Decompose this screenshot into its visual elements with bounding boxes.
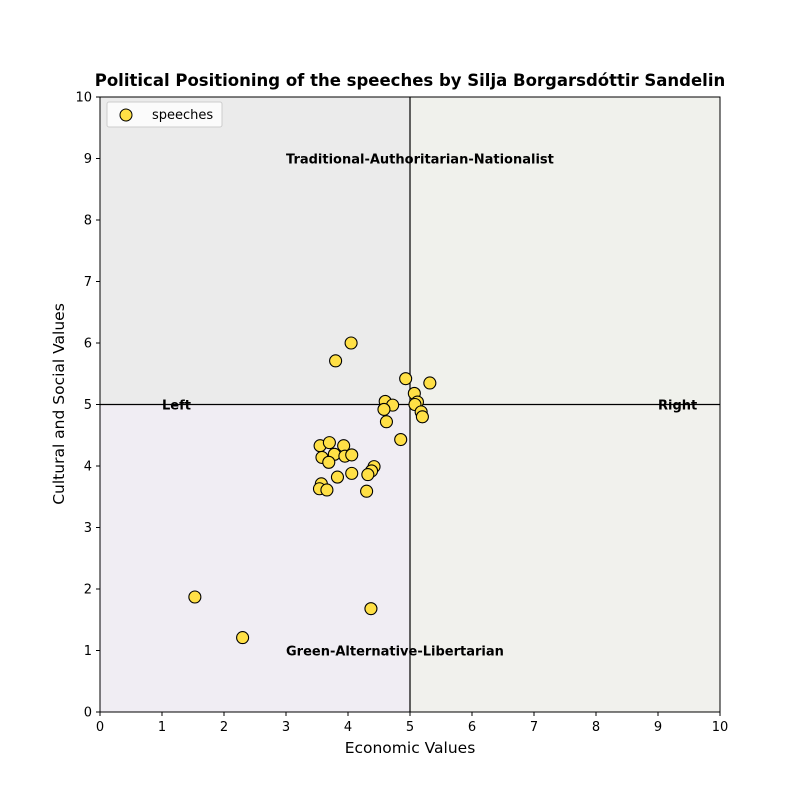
annotation-0: Traditional-Authoritarian-Nationalist: [286, 153, 554, 168]
data-point: [322, 455, 336, 469]
y-tick-label: 10: [75, 91, 92, 106]
y-tick-label: 3: [84, 521, 92, 536]
quadrant-backgrounds: [100, 97, 720, 712]
x-tick-label: 2: [220, 720, 228, 735]
annotation-2: Left: [162, 399, 191, 414]
x-tick-label: 1: [158, 720, 166, 735]
legend-marker: [119, 108, 133, 122]
legend-box: [106, 101, 223, 128]
x-axis-ticks: 0 1 2 3 4 5 6 7 8 9 10: [96, 712, 728, 735]
y-tick-label: 8: [84, 214, 92, 229]
y-tick-label: 6: [84, 337, 92, 352]
data-point: [345, 466, 359, 480]
x-tick-label: 8: [592, 720, 600, 735]
y-tick-label: 0: [84, 706, 92, 721]
y-tick-label: 9: [84, 152, 92, 167]
data-point: [344, 336, 358, 350]
y-tick-label: 5: [84, 398, 92, 413]
y-tick-label: 1: [84, 644, 92, 659]
data-point: [320, 483, 334, 497]
data-point: [415, 410, 429, 424]
x-tick-label: 9: [654, 720, 662, 735]
legend: speeches: [106, 101, 223, 128]
x-tick-label: 6: [468, 720, 476, 735]
x-tick-label: 0: [96, 720, 104, 735]
data-points: [188, 336, 437, 645]
data-point: [361, 468, 375, 482]
data-point: [188, 590, 202, 604]
data-point: [364, 602, 378, 616]
x-tick-label: 5: [406, 720, 414, 735]
quadrant-annotations: Traditional-Authoritarian-Nationalist Gre…: [162, 153, 697, 660]
y-tick-label: 7: [84, 275, 92, 290]
annotation-1: Green-Alternative-Libertarian: [286, 645, 504, 660]
quadrant-top-right: [410, 97, 720, 405]
data-point: [345, 448, 359, 462]
quadrant-bottom-left: [100, 404, 410, 712]
annotation-3: Right: [658, 399, 697, 414]
data-point: [322, 436, 336, 450]
y-axis-label: Cultural and Social Values: [50, 303, 68, 505]
data-point: [236, 631, 250, 645]
data-point: [329, 354, 343, 368]
x-tick-label: 7: [530, 720, 538, 735]
chart-title: Political Positioning of the speeches by…: [94, 71, 726, 90]
x-tick-label: 10: [712, 720, 729, 735]
quadrant-top-left: [100, 97, 410, 405]
legend-label: speeches: [152, 108, 213, 123]
x-tick-label: 3: [282, 720, 290, 735]
y-axis-ticks: 0 1 2 3 4 5 6 7 8 9 10: [75, 91, 100, 721]
data-point: [360, 484, 374, 498]
quadrant-bottom-right: [410, 404, 720, 712]
y-tick-label: 2: [84, 583, 92, 598]
x-tick-label: 4: [344, 720, 352, 735]
data-point: [379, 415, 393, 429]
data-point: [423, 376, 437, 390]
y-tick-label: 4: [84, 460, 92, 475]
x-axis-label: Economic Values: [345, 739, 476, 757]
data-point: [399, 372, 413, 386]
data-point: [330, 470, 345, 484]
data-point: [394, 433, 408, 447]
data-point: [377, 402, 391, 416]
